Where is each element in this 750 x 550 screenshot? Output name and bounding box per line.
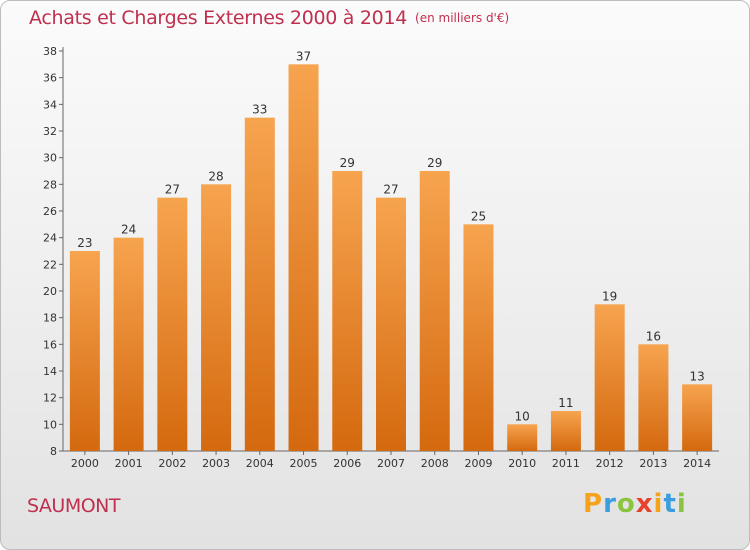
x-tick-label-2005: 2005 [290,457,318,470]
y-tick-label: 32 [43,125,57,138]
x-tick-label-2014: 2014 [683,457,711,470]
x-tick-label-2008: 2008 [421,457,449,470]
x-tick-label-2001: 2001 [115,457,143,470]
y-tick-label: 10 [43,418,57,431]
value-label-2007: 27 [383,183,398,197]
x-tick-label-2007: 2007 [377,457,405,470]
y-tick-label: 18 [43,312,57,325]
y-tick-label: 20 [43,285,57,298]
bar-2001 [113,237,144,451]
value-label-2001: 24 [121,223,136,237]
bar-2009 [463,224,494,451]
y-tick-label: 38 [43,45,57,58]
value-label-2012: 19 [602,289,617,303]
y-tick-label: 8 [50,445,57,458]
logo-letter: o [616,489,636,519]
x-tick-label-2003: 2003 [202,457,230,470]
x-tick-label-2002: 2002 [158,457,186,470]
bar-2011 [550,411,581,451]
logo-letter: i [676,489,687,519]
bar-2007 [376,197,406,451]
value-label-2000: 23 [77,236,92,250]
y-tick-label: 28 [43,178,57,191]
value-label-2010: 10 [515,409,530,423]
bars [69,64,713,452]
x-tick-label-2010: 2010 [508,457,536,470]
tick-labels: 8 10 12 14 16 18 20 22 24 26 28 30 32 34 36 38 2000 2001 2… [43,45,711,470]
logo-letter: r [603,489,617,519]
x-tick-label-2004: 2004 [246,457,274,470]
value-label-2002: 27 [165,183,180,197]
value-labels: 23 24 27 28 33 37 29 27 29 25 10 11 19 16 13 [77,49,705,423]
y-tick-label: 36 [43,72,57,85]
value-label-2005: 37 [296,49,311,63]
value-label-2014: 13 [689,369,704,383]
logo-letter: t [663,489,677,519]
bar-2005 [288,64,319,452]
x-tick-label-2013: 2013 [639,457,667,470]
bar-2010 [507,424,538,451]
y-tick-label: 30 [43,152,57,165]
bar-2014 [682,384,713,451]
y-tick-label: 16 [43,338,57,351]
proxiti-logo[interactable]: Proxiti [583,489,687,519]
bar-2013 [638,344,669,451]
value-label-2008: 29 [427,156,442,170]
chart-title-text: Achats et Charges Externes 2000 à 2014 [29,7,408,29]
x-tick-label-2000: 2000 [71,457,99,470]
x-tick-label-2006: 2006 [333,457,361,470]
x-tick-label-2012: 2012 [596,457,624,470]
bar-2006 [332,171,363,451]
value-label-2013: 16 [646,329,661,343]
bar-2003 [201,184,232,452]
bar-2004 [244,117,275,452]
town-name: SAUMONT [27,495,120,517]
y-tick-label: 34 [43,98,57,111]
bar-2012 [594,304,625,451]
value-label-2004: 33 [252,103,267,117]
y-tick-label: 14 [43,365,57,378]
unit-note: (en milliers d'€) [415,11,510,25]
chart-title: Achats et Charges Externes 2000 à 2014 (e… [29,7,509,29]
logo-letter: P [583,489,604,519]
bar-2000 [69,251,100,451]
y-tick-label: 12 [43,392,57,405]
y-tick-label: 26 [43,205,57,218]
logo-letter: x [635,489,654,519]
bar-2002 [157,197,188,451]
value-label-2003: 28 [208,169,223,183]
value-label-2006: 29 [340,156,355,170]
value-label-2011: 11 [558,396,573,410]
y-tick-label: 24 [43,232,57,245]
x-tick-label-2011: 2011 [552,457,580,470]
value-label-2009: 25 [471,209,486,223]
logo-letter: i [653,489,664,519]
bar-2008 [419,171,450,451]
x-tick-label-2009: 2009 [464,457,492,470]
y-tick-label: 22 [43,258,57,271]
